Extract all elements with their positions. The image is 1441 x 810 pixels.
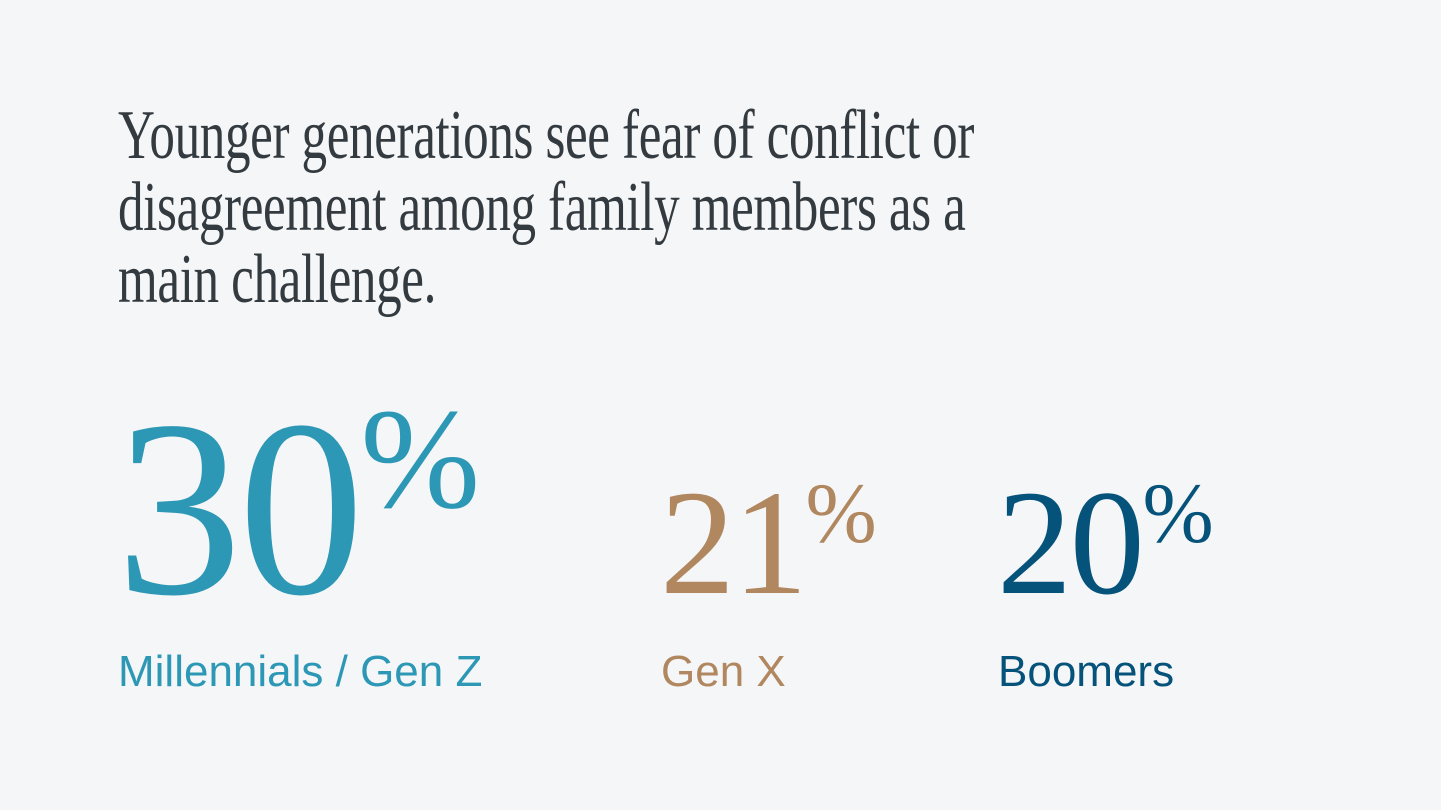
stat-value-millennials-gen-z: 30% [116, 382, 480, 634]
headline-line-2: disagreement among family members as a [118, 169, 966, 246]
stat-label-gen-x: Gen X [661, 647, 786, 696]
percent-sign: % [360, 379, 481, 539]
stat-value-boomers: 20% [997, 468, 1214, 618]
stat-value-gen-x: 21% [660, 468, 877, 618]
percent-sign: % [805, 466, 877, 561]
stat-number: 21 [660, 460, 808, 626]
stat-label-millennials-gen-z: Millennials / Gen Z [118, 647, 483, 696]
headline: Younger generations see fear of conflict… [118, 100, 1213, 316]
percent-sign: % [1142, 466, 1214, 561]
headline-line-1: Younger generations see fear of conflict… [118, 97, 975, 174]
stat-number: 30 [116, 368, 364, 648]
headline-line-3: main challenge. [118, 241, 437, 318]
stat-label-boomers: Boomers [998, 647, 1175, 696]
stat-number: 20 [997, 460, 1145, 626]
